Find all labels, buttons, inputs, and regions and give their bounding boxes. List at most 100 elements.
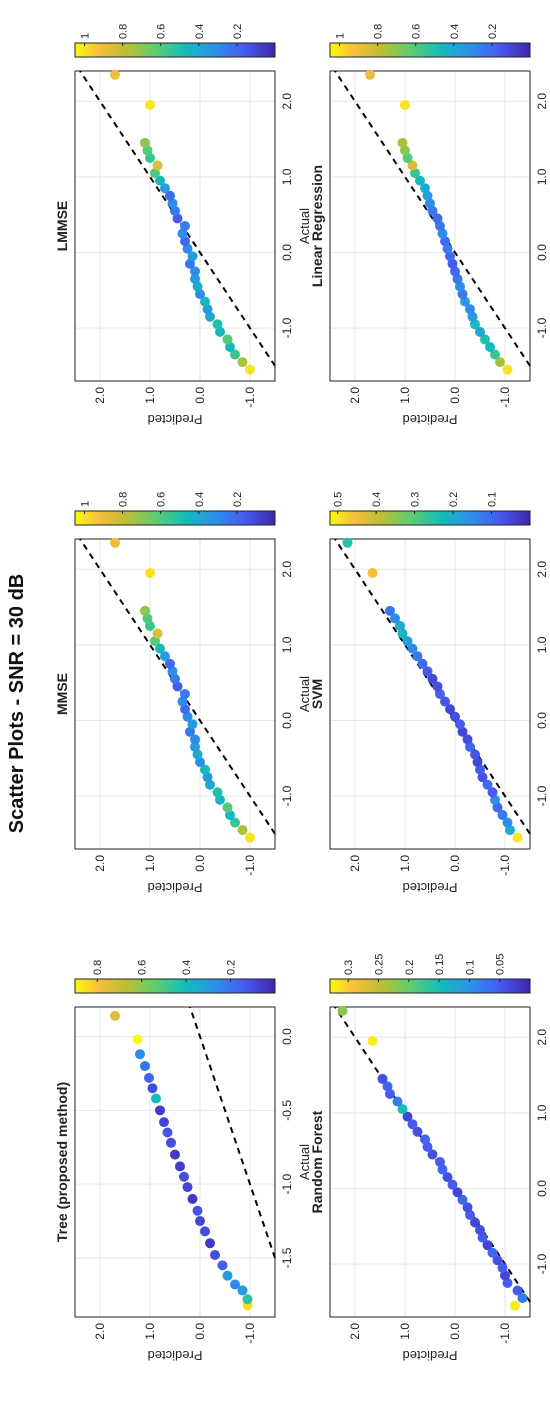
x-tick-label: 1.0 bbox=[280, 168, 294, 185]
data-point bbox=[160, 651, 170, 662]
colorbar-tick-label: 0.15 bbox=[434, 954, 446, 975]
data-point bbox=[110, 69, 120, 80]
data-point bbox=[205, 779, 215, 790]
data-point bbox=[427, 673, 438, 684]
data-point bbox=[150, 168, 160, 179]
data-point bbox=[475, 326, 485, 337]
colorbar-tick-label: 0.4 bbox=[449, 24, 461, 39]
data-point bbox=[195, 1216, 205, 1227]
data-point bbox=[225, 809, 235, 820]
data-point bbox=[185, 258, 195, 269]
data-point bbox=[420, 1134, 430, 1145]
data-point bbox=[190, 734, 200, 745]
data-point bbox=[165, 190, 175, 201]
figure-title: Scatter Plots - SNR = 30 dB bbox=[6, 573, 28, 834]
data-point bbox=[242, 1294, 253, 1305]
data-point bbox=[407, 160, 418, 171]
data-point bbox=[200, 764, 210, 775]
data-point bbox=[185, 726, 195, 737]
data-point bbox=[440, 236, 450, 247]
data-point bbox=[480, 334, 490, 345]
data-point bbox=[497, 809, 508, 820]
data-point bbox=[190, 741, 200, 752]
data-point bbox=[502, 364, 513, 375]
data-point bbox=[460, 296, 470, 307]
y-tick-label: 0.0 bbox=[448, 1323, 462, 1340]
data-point bbox=[390, 613, 400, 624]
y-axis-label: Predicted bbox=[148, 880, 203, 895]
data-point bbox=[487, 787, 498, 798]
data-point bbox=[435, 221, 445, 231]
data-point bbox=[495, 357, 505, 368]
data-point bbox=[475, 764, 485, 775]
panel-title: SVM bbox=[309, 679, 325, 709]
colorbar-tick-label: 0.6 bbox=[137, 960, 149, 975]
x-tick-label: 0.0 bbox=[535, 1180, 549, 1197]
data-point bbox=[512, 1285, 523, 1296]
x-tick-label: 1.0 bbox=[535, 636, 549, 653]
data-point bbox=[475, 1225, 485, 1236]
data-point bbox=[505, 825, 515, 836]
data-point bbox=[437, 1164, 448, 1175]
data-point bbox=[467, 311, 478, 322]
data-point bbox=[435, 689, 445, 699]
data-point bbox=[215, 794, 225, 805]
data-point bbox=[237, 1285, 248, 1296]
x-tick-label: -0.5 bbox=[280, 1100, 294, 1121]
data-point bbox=[110, 1010, 120, 1021]
data-point bbox=[217, 1260, 228, 1271]
x-axis-label: Actual bbox=[297, 1144, 312, 1180]
data-point bbox=[397, 137, 408, 148]
data-point bbox=[517, 1293, 528, 1304]
y-tick-label: 2.0 bbox=[93, 1323, 107, 1340]
data-point bbox=[432, 681, 443, 692]
data-point bbox=[195, 757, 205, 768]
data-point bbox=[145, 100, 155, 111]
data-point bbox=[452, 273, 463, 284]
data-point bbox=[502, 817, 513, 828]
data-point bbox=[407, 643, 418, 654]
y-axis-label: Predicted bbox=[403, 412, 458, 427]
data-point bbox=[151, 1093, 161, 1104]
colorbar bbox=[329, 978, 531, 994]
data-point bbox=[422, 666, 433, 677]
data-point bbox=[230, 817, 240, 828]
x-tick-label: -1.0 bbox=[280, 785, 294, 806]
data-point bbox=[142, 613, 153, 624]
data-point bbox=[410, 168, 420, 179]
data-point bbox=[402, 1111, 413, 1122]
x-tick-label: 2.0 bbox=[535, 93, 549, 110]
data-point bbox=[190, 273, 200, 284]
data-point bbox=[382, 1081, 393, 1092]
data-point bbox=[140, 1061, 150, 1072]
data-point bbox=[510, 1300, 520, 1311]
data-point bbox=[462, 1202, 473, 1213]
data-point bbox=[165, 658, 175, 669]
data-point bbox=[445, 251, 455, 262]
data-point bbox=[167, 198, 178, 209]
data-point bbox=[417, 658, 428, 669]
data-point bbox=[182, 1182, 193, 1193]
data-point bbox=[152, 628, 163, 639]
data-point bbox=[212, 787, 223, 798]
data-point bbox=[180, 704, 190, 715]
data-point bbox=[200, 296, 210, 307]
colorbar-tick-label: 0.2 bbox=[448, 492, 460, 507]
data-point bbox=[512, 832, 523, 843]
colorbar-tick-label: 0.5 bbox=[333, 492, 345, 507]
data-point bbox=[245, 364, 255, 375]
data-point bbox=[462, 734, 473, 745]
data-point bbox=[172, 681, 183, 692]
data-point bbox=[425, 198, 435, 209]
x-tick-label: -1.0 bbox=[280, 1173, 294, 1194]
data-point bbox=[145, 620, 155, 631]
colorbar-tick-label: 0.3 bbox=[343, 960, 355, 975]
data-point bbox=[215, 326, 225, 337]
colorbar-tick-label: 0.05 bbox=[495, 954, 507, 975]
data-point bbox=[170, 673, 180, 684]
data-point bbox=[192, 281, 203, 292]
plot-frame bbox=[74, 1006, 276, 1318]
data-point bbox=[482, 1240, 493, 1251]
y-tick-label: 2.0 bbox=[348, 855, 362, 872]
